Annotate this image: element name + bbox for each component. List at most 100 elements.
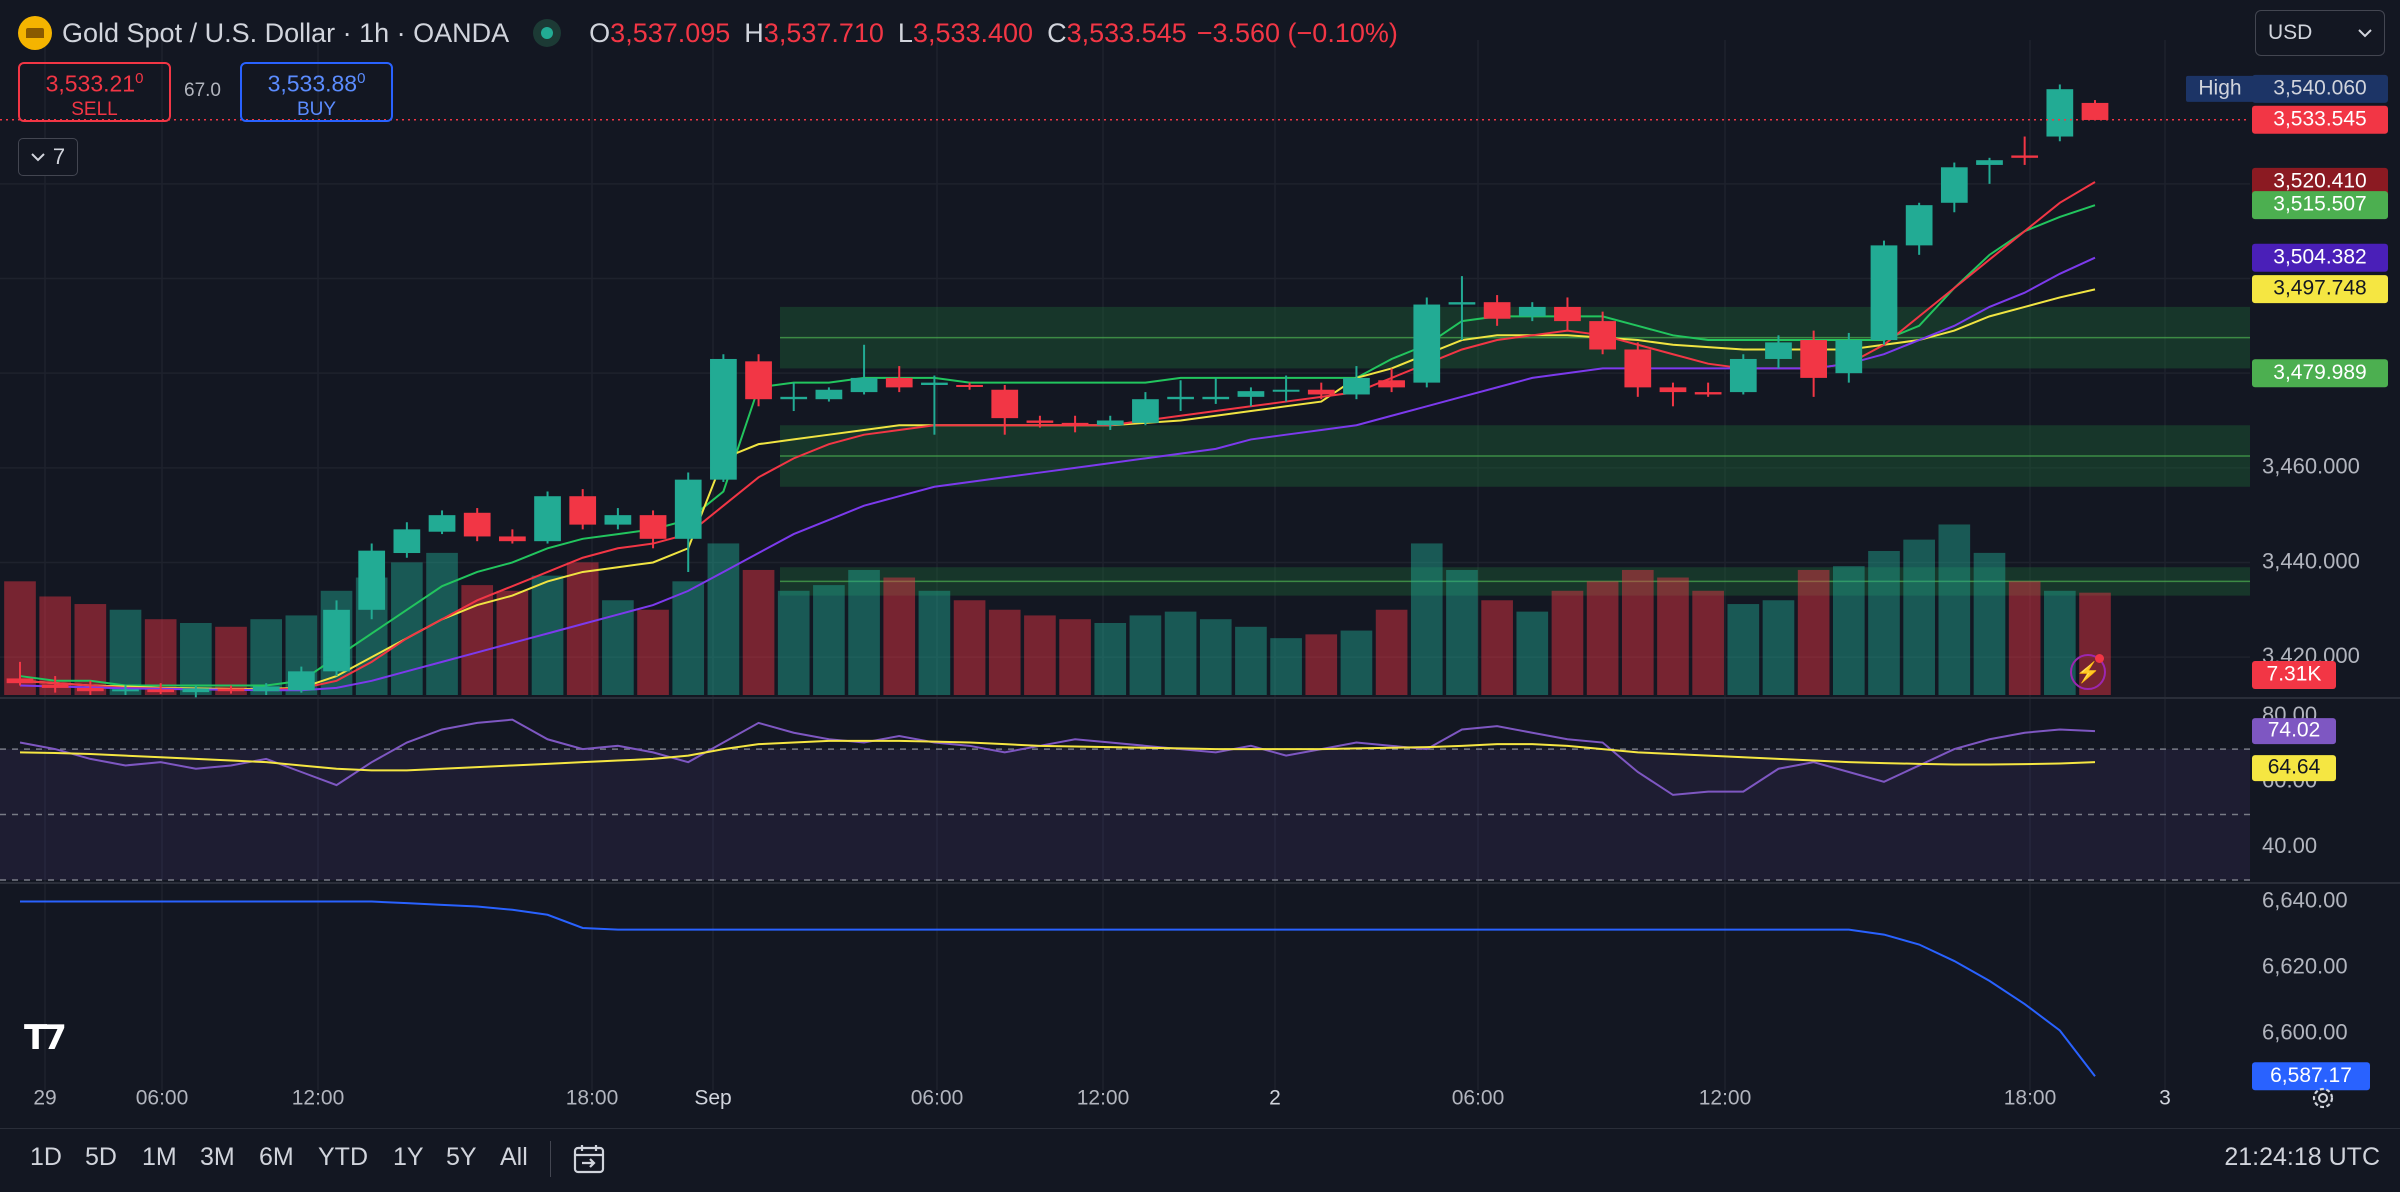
price-badge bbox=[2252, 105, 2388, 134]
notification-dot bbox=[2095, 654, 2104, 663]
x-tick-label: 06:00 bbox=[911, 1087, 964, 1110]
rsi-badge-text: 64.64 bbox=[2268, 756, 2321, 779]
candle-body bbox=[2081, 102, 2109, 120]
open-value: 3,537.095 bbox=[610, 17, 731, 48]
range-button-5y[interactable]: 5Y bbox=[446, 1143, 477, 1171]
volume-bar bbox=[1903, 539, 1935, 695]
spread-value: 67.0 bbox=[184, 80, 221, 101]
y-tick-label: 3,440.000 bbox=[2262, 548, 2360, 573]
volume-bar bbox=[180, 623, 212, 695]
volume-bar bbox=[1164, 611, 1197, 695]
candle-body bbox=[1307, 389, 1335, 395]
toolbar-divider bbox=[550, 1141, 551, 1177]
volume-bar bbox=[1657, 577, 1689, 695]
sell-price: 3,533.21 bbox=[45, 70, 136, 97]
close-value: 3,533.545 bbox=[1066, 17, 1187, 48]
high-label-badge bbox=[2186, 75, 2254, 102]
volume-bar bbox=[848, 569, 880, 695]
volume-bar bbox=[672, 581, 705, 695]
volume-bar bbox=[144, 619, 177, 695]
candle-body bbox=[745, 361, 772, 400]
high-label: H bbox=[744, 17, 764, 48]
gold-coin-icon bbox=[18, 16, 52, 50]
x-tick-label: 12:00 bbox=[1699, 1087, 1752, 1110]
candle-body bbox=[1413, 304, 1441, 383]
volume-bar bbox=[1551, 590, 1584, 695]
volume-bar bbox=[1270, 638, 1302, 695]
x-tick-label: 18:00 bbox=[566, 1087, 619, 1110]
buy-button[interactable]: 3,533.880 BUY bbox=[240, 62, 393, 122]
candle-body bbox=[1167, 396, 1194, 400]
low-label: L bbox=[897, 17, 913, 48]
range-button-6m[interactable]: 6M bbox=[259, 1143, 294, 1171]
currency-value: USD bbox=[2268, 21, 2313, 44]
lower-tick-label: 6,600.00 bbox=[2262, 1020, 2348, 1045]
x-tick-label: 18:00 bbox=[2004, 1087, 2057, 1110]
sell-label: SELL bbox=[71, 98, 118, 120]
lightning-icon[interactable]: ⚡ bbox=[2070, 654, 2106, 690]
candle-body bbox=[1096, 420, 1124, 426]
candle-body bbox=[1694, 392, 1722, 395]
volume-bar bbox=[1621, 569, 1654, 695]
candle-body bbox=[1940, 167, 1968, 203]
gear-icon[interactable] bbox=[2310, 1085, 2336, 1111]
volume-bar bbox=[1516, 611, 1549, 695]
volume-bar bbox=[1938, 524, 1971, 695]
price-badge bbox=[2252, 191, 2388, 220]
buy-price-sup: 0 bbox=[357, 70, 366, 87]
volume-bar bbox=[953, 600, 986, 695]
volume-bar bbox=[707, 543, 740, 695]
price-badge bbox=[2252, 167, 2388, 196]
price-badge-text: 3,533.545 bbox=[2273, 107, 2366, 130]
candle-body bbox=[1448, 302, 1476, 305]
sell-button[interactable]: 3,533.210 SELL bbox=[18, 62, 171, 122]
volume-bar bbox=[813, 585, 845, 695]
price-badge bbox=[2252, 74, 2388, 103]
volume-bar bbox=[1832, 566, 1865, 695]
range-button-1m[interactable]: 1M bbox=[142, 1143, 177, 1171]
candle-body bbox=[1765, 342, 1792, 359]
x-tick-label: 12:00 bbox=[1077, 1087, 1130, 1110]
x-tick-label: 12:00 bbox=[292, 1087, 345, 1110]
x-tick-label: Sep bbox=[694, 1087, 731, 1110]
volume-bar bbox=[566, 562, 599, 695]
volume-bar bbox=[1868, 551, 1900, 695]
candle-body bbox=[1026, 420, 1054, 423]
volume-bar bbox=[1305, 634, 1338, 695]
candle-body bbox=[463, 512, 491, 537]
candle-body bbox=[1132, 399, 1159, 423]
bottom-toolbar: 1D 5D 1M 3M 6M YTD 1Y 5Y All 21:24:18 UT… bbox=[0, 1128, 2400, 1192]
range-button-all[interactable]: All bbox=[500, 1143, 528, 1171]
bar-replay-icon[interactable] bbox=[572, 1143, 608, 1177]
range-button-1d[interactable]: 1D bbox=[30, 1143, 62, 1171]
range-button-3m[interactable]: 3M bbox=[200, 1143, 235, 1171]
range-button-ytd[interactable]: YTD bbox=[318, 1143, 368, 1171]
change-value: −3.560 (−0.10%) bbox=[1196, 17, 1398, 48]
volume-bar bbox=[1973, 552, 2006, 695]
lower-badge bbox=[2252, 1062, 2370, 1091]
candle-body bbox=[41, 684, 69, 688]
tradingview-logo[interactable]: T7 bbox=[24, 1018, 67, 1058]
candle-body bbox=[1554, 306, 1581, 322]
volume-bar bbox=[602, 600, 634, 695]
range-button-5d[interactable]: 5D bbox=[85, 1143, 117, 1171]
indicators-count: 7 bbox=[52, 144, 66, 169]
currency-select[interactable]: USD bbox=[2255, 10, 2385, 56]
volume-bar bbox=[1199, 619, 1232, 695]
sell-price-sup: 0 bbox=[135, 70, 144, 87]
high-label-text: High bbox=[2198, 76, 2241, 99]
candle-body bbox=[147, 689, 175, 693]
live-status-dot-icon bbox=[533, 19, 562, 47]
volume-bar bbox=[1375, 609, 1408, 695]
symbol-title[interactable]: Gold Spot / U.S. Dollar · 1h · OANDA bbox=[62, 17, 510, 48]
price-badge-text: 3,504.382 bbox=[2273, 245, 2366, 268]
indicators-collapse-button[interactable]: 7 bbox=[18, 138, 78, 176]
x-tick-label: 06:00 bbox=[136, 1087, 189, 1110]
volume-bar bbox=[1340, 630, 1373, 695]
range-button-1y[interactable]: 1Y bbox=[393, 1143, 424, 1171]
lower-badge-text: 6,587.17 bbox=[2270, 1064, 2352, 1087]
candle-body bbox=[252, 686, 280, 692]
volume-bar bbox=[883, 577, 916, 695]
candle-body bbox=[569, 496, 597, 525]
